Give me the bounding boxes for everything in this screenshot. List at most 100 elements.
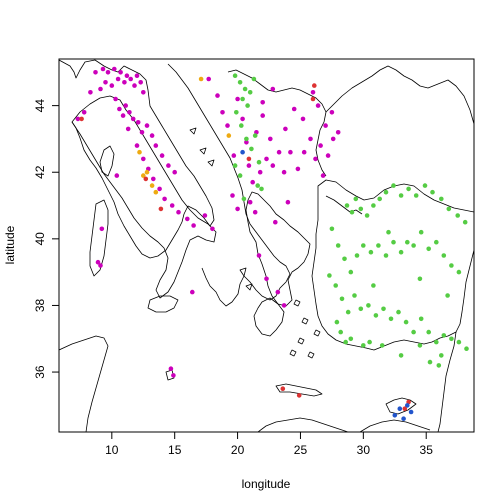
- data-point-magenta: [113, 96, 118, 102]
- data-point-green: [339, 296, 345, 302]
- data-point-magenta: [235, 96, 240, 102]
- data-point-green: [368, 249, 374, 255]
- data-point-green: [373, 313, 379, 318]
- aegean-island-6: [307, 351, 315, 359]
- data-point-magenta: [308, 136, 313, 142]
- data-point-green: [445, 293, 450, 298]
- data-point-green: [240, 96, 245, 102]
- data-point-green: [256, 159, 262, 165]
- data-point-red: [310, 96, 316, 102]
- coastline-layer: [59, 59, 474, 432]
- data-point-green: [245, 103, 250, 108]
- data-point-orange: [198, 76, 204, 82]
- data-point-magenta: [166, 163, 171, 168]
- data-point-magenta: [128, 76, 133, 82]
- y-tick-label: 40: [33, 232, 47, 246]
- ionian-islands: [239, 267, 253, 291]
- data-point-green: [234, 110, 239, 115]
- data-point-magenta: [260, 100, 266, 105]
- data-point-magenta: [256, 253, 262, 258]
- data-point-green: [348, 269, 354, 275]
- coastline-bosphorus: [325, 195, 363, 215]
- data-point-magenta: [285, 199, 291, 205]
- data-point-magenta: [330, 136, 336, 142]
- data-point-magenta: [202, 213, 208, 218]
- data-point-magenta: [169, 203, 175, 208]
- data-point-magenta: [159, 153, 165, 158]
- data-point-green: [422, 183, 428, 188]
- data-point-magenta: [135, 120, 141, 125]
- data-point-green: [411, 329, 416, 335]
- x-tick-label: 35: [420, 443, 434, 457]
- coastline-libya: [257, 417, 349, 432]
- data-point-magenta: [323, 123, 328, 128]
- data-point-green: [334, 319, 340, 325]
- data-point-magenta: [98, 263, 103, 268]
- data-point-magenta: [123, 103, 128, 108]
- data-point-green: [427, 359, 433, 365]
- data-point-orange: [153, 189, 159, 195]
- data-point-green: [441, 333, 447, 338]
- data-point-magenta: [105, 70, 111, 75]
- data-point-magenta: [225, 123, 230, 128]
- data-point-green: [413, 193, 419, 198]
- data-point-green: [377, 196, 383, 202]
- dalmatian-islands: [189, 127, 215, 167]
- data-point-magenta: [130, 116, 136, 122]
- data-point-green: [345, 309, 351, 315]
- data-point-magenta: [329, 110, 335, 115]
- x-tick-label: 25: [294, 443, 308, 457]
- data-point-green: [244, 136, 249, 142]
- data-point-magenta: [252, 209, 258, 215]
- data-point-green: [449, 263, 454, 268]
- coastline-balkans: [167, 63, 291, 307]
- plot-frame: [58, 58, 475, 433]
- data-point-green: [418, 229, 424, 235]
- data-point-magenta: [295, 166, 301, 172]
- data-point-magenta: [100, 66, 106, 72]
- data-point-magenta: [235, 206, 240, 212]
- data-point-magenta: [157, 186, 162, 192]
- data-point-magenta: [132, 83, 137, 88]
- data-point-magenta: [240, 116, 245, 122]
- y-tick-label: 44: [33, 99, 47, 113]
- data-point-magenta: [268, 136, 273, 142]
- data-point-magenta: [191, 223, 196, 228]
- data-point-magenta: [125, 126, 131, 132]
- data-point-magenta: [120, 113, 126, 118]
- data-point-green: [383, 253, 389, 258]
- coastline-crete: [275, 383, 323, 397]
- data-point-magenta: [206, 76, 211, 82]
- data-point-green: [376, 243, 381, 248]
- coastline-france: [59, 59, 215, 259]
- data-point-green: [446, 206, 452, 212]
- data-point-green: [386, 229, 391, 235]
- data-point-green: [255, 183, 260, 188]
- data-point-red: [280, 386, 286, 392]
- data-point-blue: [392, 413, 398, 418]
- data-point-magenta: [246, 163, 252, 168]
- data-point-magenta: [134, 143, 140, 148]
- data-point-magenta: [98, 86, 103, 92]
- data-point-magenta: [231, 153, 237, 158]
- data-point-green: [434, 339, 439, 345]
- x-axis: 10 15 20 25 30 35: [105, 432, 433, 457]
- data-point-magenta: [313, 156, 318, 162]
- data-point-green: [436, 363, 442, 368]
- data-point-green: [348, 336, 354, 342]
- data-point-magenta: [335, 130, 341, 135]
- data-point-magenta: [264, 156, 269, 162]
- data-point-green: [417, 276, 423, 282]
- data-point-magenta: [75, 116, 81, 122]
- data-point-green: [411, 243, 416, 248]
- data-point-green: [449, 336, 454, 342]
- data-point-green: [237, 80, 243, 85]
- data-point-green: [252, 133, 258, 138]
- x-tick-label: 20: [231, 443, 245, 457]
- data-point-magenta: [185, 216, 190, 222]
- data-point-green: [398, 353, 404, 358]
- data-point-green: [418, 316, 424, 322]
- data-point-green: [349, 209, 355, 215]
- y-tick-label: 42: [33, 165, 47, 179]
